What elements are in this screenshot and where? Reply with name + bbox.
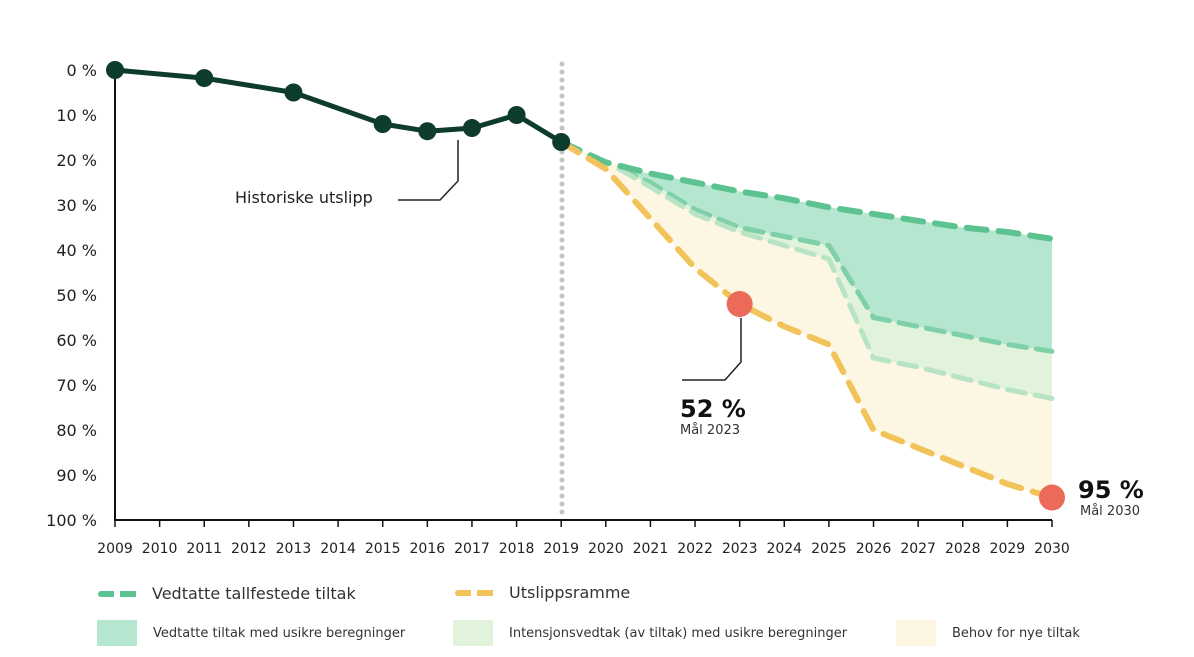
legend-yellow-dash-swatch: [455, 589, 495, 596]
x-tick-label: 2024: [766, 541, 802, 557]
axes: [114, 68, 1052, 521]
y-tick-label: 20 %: [56, 151, 97, 170]
y-tick-label: 0 %: [67, 61, 97, 80]
x-tick-label: 2012: [231, 541, 267, 557]
historical-line: [106, 61, 571, 151]
y-tick-labels: 0 % 10 % 20 % 30 % 40 % 50 % 60 % 70 % 80 % 90 % 1…: [46, 61, 97, 530]
y-tick-label: 90 %: [56, 466, 97, 485]
x-tick-label: 2015: [365, 541, 401, 557]
x-tick-label: 2029: [990, 541, 1026, 557]
legend-area-swatch: [453, 620, 493, 646]
target-2023-leader-line: [682, 318, 742, 381]
x-tick-labels: 2009 2010 2011 2012 2013 2014 2015 2016 2017 2018…: [97, 520, 1070, 557]
target-2030-value: 95 %: [1078, 476, 1144, 504]
historical-leader-line: [398, 140, 459, 201]
x-tick-label: 2011: [186, 541, 222, 557]
legend-green-dash-swatch: [98, 590, 138, 597]
area-bands: [561, 142, 1055, 498]
x-tick-label: 2026: [856, 541, 892, 557]
x-tick-label: 2025: [811, 541, 847, 557]
legend-area-intensjonsvedtak: Intensjonsvedtak (av tiltak) med usikre …: [453, 620, 847, 646]
y-tick-label: 70 %: [56, 376, 97, 395]
band-boundary-line-1: [616, 166, 1055, 401]
legend-area-vedtatte-usikre: Vedtatte tiltak med usikre beregninger: [97, 620, 405, 646]
target-point-2030: [1039, 484, 1065, 511]
x-tick-label: 2009: [97, 541, 133, 557]
target-2030-label: Mål 2030: [1080, 504, 1140, 519]
legend-label: Behov for nye tiltak: [952, 625, 1080, 641]
target-points: [726, 291, 1065, 511]
y-tick-label: 40 %: [56, 241, 97, 260]
x-tick-label: 2028: [945, 541, 981, 557]
y-tick-label: 100 %: [46, 511, 97, 530]
historical-point: [284, 83, 303, 102]
target-2023-label: Mål 2023: [680, 423, 740, 438]
x-tick-label: 2021: [633, 541, 669, 557]
x-tick-label: 2022: [677, 541, 713, 557]
historical-label: Historiske utslipp: [235, 188, 373, 207]
historical-point: [507, 106, 526, 124]
historical-path: [114, 67, 563, 145]
x-tick-label: 2014: [320, 541, 356, 557]
series-line-1: [558, 139, 1055, 501]
x-tick-label: 2023: [722, 541, 758, 557]
area-band-0: [619, 169, 1052, 352]
target-2030-annotation: 95 % Mål 2030: [1078, 476, 1144, 519]
legend-label: Vedtatte tallfestede tiltak: [152, 584, 356, 603]
historical-point: [373, 115, 392, 133]
historical-point: [106, 61, 124, 79]
x-tick-label: 2027: [900, 541, 936, 557]
legend-line-vedtatte: Vedtatte tallfestede tiltak: [98, 584, 356, 603]
legend-area-swatch: [896, 620, 936, 646]
target-point-2023: [726, 291, 753, 317]
target-2023-value: 52 %: [680, 395, 746, 423]
historical-point: [552, 133, 571, 151]
historical-annotation: Historiske utslipp: [235, 140, 459, 207]
series-lines: [558, 139, 1055, 501]
y-tick-label: 50 %: [56, 286, 97, 305]
legend-area-swatch: [97, 620, 137, 646]
y-tick-label: 10 %: [56, 106, 97, 125]
legend-area-behov: Behov for nye tiltak: [896, 620, 1080, 646]
x-tick-label: 2020: [588, 541, 624, 557]
x-tick-label: 2016: [410, 541, 446, 557]
historical-point: [195, 69, 214, 88]
x-tick-label: 2017: [454, 541, 490, 557]
band-boundary-line-0: [616, 166, 1055, 354]
y-tick-label: 60 %: [56, 331, 97, 350]
x-tick-label: 2013: [276, 541, 312, 557]
y-tick-label: 80 %: [56, 421, 97, 440]
legend-label: Vedtatte tiltak med usikre beregninger: [153, 625, 406, 641]
legend-line-utslippsramme: Utslippsramme: [455, 583, 630, 602]
x-tick-label: 2030: [1034, 541, 1070, 557]
legend-label: Utslippsramme: [509, 583, 631, 602]
x-tick-label: 2010: [142, 541, 178, 557]
historical-point: [418, 122, 437, 141]
target-2023-annotation: 52 % Mål 2023: [680, 318, 746, 438]
x-tick-label: 2019: [543, 541, 579, 557]
series-line-0: [558, 139, 1055, 242]
x-tick-label: 2018: [499, 541, 535, 557]
historical-point: [462, 119, 481, 138]
legend-label: Intensjonsvedtak (av tiltak) med usikre …: [509, 625, 848, 641]
y-tick-label: 30 %: [56, 196, 97, 215]
